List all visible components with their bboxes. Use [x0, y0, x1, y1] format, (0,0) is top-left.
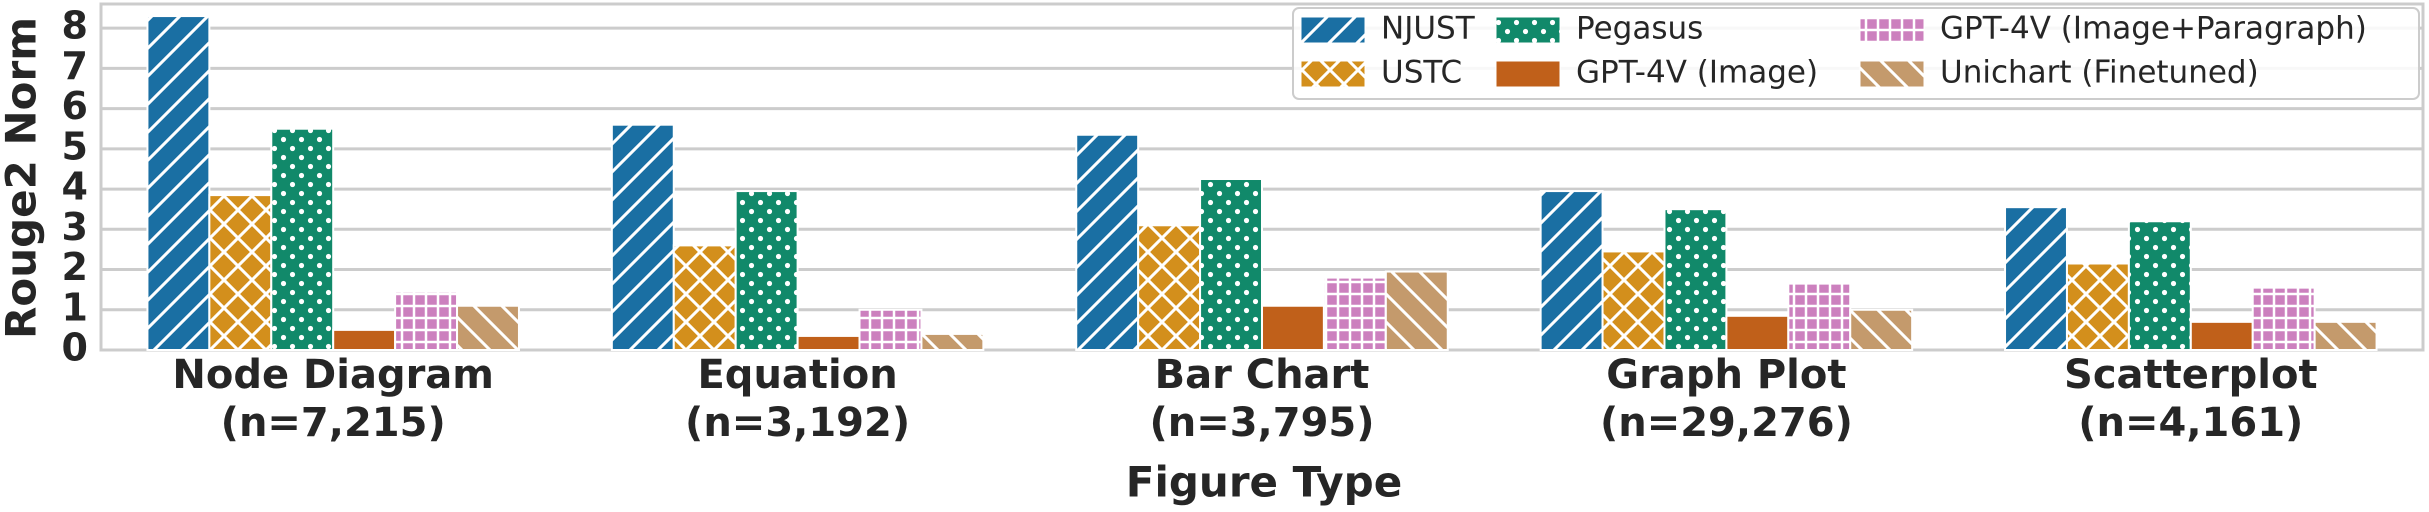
bar-hatch: [673, 245, 736, 350]
legend-box: [1292, 7, 2420, 100]
bar-group: [1787, 282, 1852, 351]
bar-hatch: [2128, 221, 2191, 350]
bar-group: [456, 304, 520, 351]
bar-group: [796, 334, 861, 352]
bar-hatch: [735, 191, 798, 350]
bar-group: [858, 308, 923, 352]
legend-swatch-hatch: [1860, 17, 1924, 43]
bar-hatch: [395, 291, 458, 350]
bar-group: [1199, 178, 1263, 351]
y-tick-label: 4: [62, 165, 88, 209]
y-axis-title: Rouge2 Norm: [0, 17, 46, 339]
x-tick-count: (n=3,192): [685, 400, 910, 446]
bar-hatch: [2314, 321, 2377, 350]
x-tick-count: (n=3,795): [1149, 400, 1374, 446]
bar-hatch: [921, 333, 984, 350]
x-tick-label: Scatterplot: [2064, 352, 2318, 398]
legend-swatch-hatch: [1301, 61, 1365, 87]
bar-hatch: [147, 16, 210, 351]
bar-group: [208, 194, 273, 351]
bar-hatch: [1788, 283, 1851, 350]
bar-group: [1663, 208, 1728, 351]
bar-group: [270, 127, 335, 351]
bar-group: [1261, 304, 1325, 351]
bar-hatch: [209, 195, 272, 350]
legend-swatch-hatch: [1860, 61, 1924, 87]
y-tick-label: 3: [62, 205, 88, 249]
legend-label: NJUST: [1381, 11, 1476, 47]
bar-group: [2065, 262, 2130, 351]
bar-hatch: [1076, 134, 1139, 350]
bar-group: [1137, 224, 1202, 351]
x-axis-title: Figure Type: [1126, 458, 1402, 507]
legend-swatch-hatch: [1301, 17, 1365, 43]
y-tick-label: 8: [62, 4, 88, 48]
bar: [2189, 320, 2254, 352]
bar: [332, 328, 397, 352]
bar-group: [1601, 250, 1666, 352]
bar-group: [2004, 206, 2068, 351]
bar-group: [1725, 314, 1790, 352]
x-tick-count: (n=4,161): [2078, 400, 2303, 446]
bar-hatch: [1200, 179, 1262, 350]
bar-group: [146, 15, 211, 352]
bar-hatch: [2252, 287, 2315, 350]
bar-group: [1539, 190, 1604, 351]
y-tick-label: 1: [62, 285, 88, 329]
bar-hatch: [611, 124, 674, 350]
legend-swatch-hatch: [1496, 17, 1560, 43]
legend-label: Unichart (Finetuned): [1940, 55, 2259, 91]
bar-hatch: [1540, 191, 1603, 350]
bar-group: [2127, 220, 2192, 351]
bar-group: [2251, 286, 2316, 351]
bar-hatch: [1850, 309, 1913, 350]
bar: [1261, 304, 1325, 351]
bar: [1725, 314, 1790, 352]
legend-label: GPT-4V (Image): [1576, 55, 1818, 91]
bar-group: [1849, 308, 1914, 352]
bar-hatch: [1138, 225, 1201, 350]
bar-group: [2189, 320, 2254, 352]
y-tick-label: 5: [62, 124, 88, 168]
x-tick-count: (n=29,276): [1600, 400, 1853, 446]
x-tick-label: Node Diagram: [172, 352, 494, 398]
legend-label: USTC: [1381, 55, 1462, 91]
bar: [796, 334, 861, 352]
y-tick-label: 6: [62, 84, 88, 128]
legend-label: Pegasus: [1576, 11, 1703, 47]
bar-hatch: [2066, 263, 2129, 350]
y-tick-label: 0: [62, 326, 88, 370]
bar-hatch: [1385, 271, 1448, 350]
y-tick-label: 7: [62, 44, 88, 88]
bar-group: [1322, 276, 1387, 351]
bar-group: [672, 244, 737, 352]
bar-group: [2313, 320, 2378, 352]
x-tick-count: (n=7,215): [221, 400, 446, 446]
legend-swatch: [1495, 60, 1561, 88]
legend-label: GPT-4V (Image+Paragraph): [1940, 11, 2367, 47]
bar-group: [394, 290, 459, 351]
bar-hatch: [1602, 251, 1665, 350]
bar-group: [1384, 270, 1449, 351]
bar-group: [610, 123, 675, 351]
bar-hatch: [457, 305, 519, 350]
bar-hatch: [1664, 209, 1727, 350]
x-tick-label: Bar Chart: [1155, 352, 1370, 398]
bar-hatch: [859, 309, 922, 350]
bar-group: [734, 190, 799, 351]
bar-group: [1075, 133, 1140, 351]
bar-hatch: [1323, 277, 1386, 350]
bar-group: [332, 328, 397, 352]
bar-group: [920, 332, 985, 352]
x-tick-label: Graph Plot: [1606, 352, 1846, 398]
bar-hatch: [2005, 207, 2067, 350]
bar-hatch: [271, 128, 334, 350]
x-tick-label: Equation: [697, 352, 897, 398]
y-tick-label: 2: [62, 245, 88, 289]
